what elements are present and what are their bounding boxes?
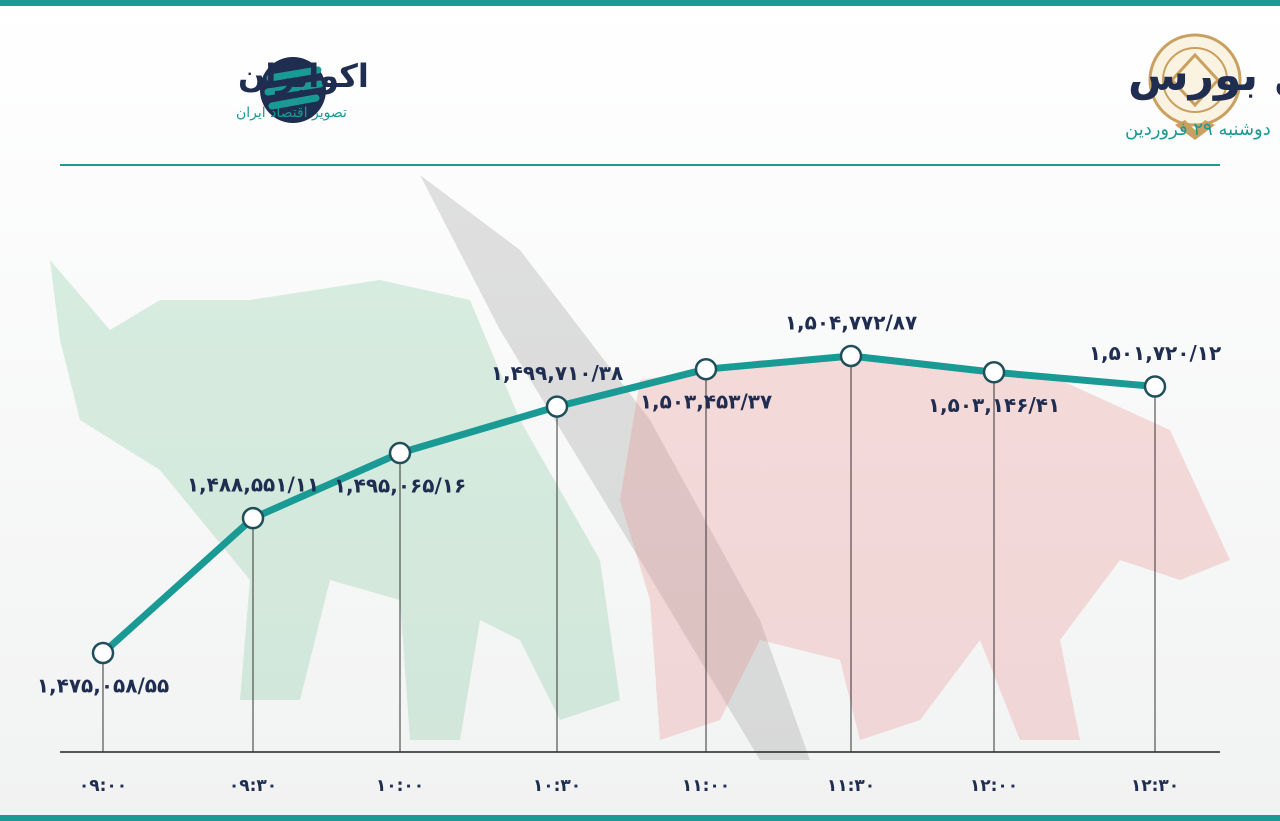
value-label: ۱,۵۰۴,۷۷۲/۸۷: [785, 311, 917, 335]
data-point: [982, 361, 1006, 384]
value-label: ۱,۴۹۵,۰۶۵/۱۶: [334, 474, 466, 498]
value-label: ۱,۵۰۱,۷۲۰/۱۲: [1089, 341, 1221, 365]
arrow-shape: [420, 175, 810, 760]
brand-name: اکوایران: [238, 57, 369, 95]
data-point: [91, 641, 115, 665]
x-tick-label: ۱۱:۰۰: [682, 776, 730, 796]
data-point: [694, 357, 718, 381]
value-label: ۱,۴۸۸,۵۵۱/۱۱: [187, 473, 319, 497]
chart-title: روند شاخص کل بورس: [1128, 50, 1280, 101]
emblem: [1148, 33, 1242, 140]
bottom-border: [0, 815, 1280, 821]
x-tick-label: ۱۲:۳۰: [1131, 776, 1179, 796]
data-point: [388, 441, 412, 465]
x-tick-label: ۰۹:۳۰: [229, 776, 277, 796]
bear-shape: [620, 360, 1230, 740]
data-point: [1143, 375, 1167, 398]
value-label: ۱,۴۹۹,۷۱۰/۳۸: [491, 361, 623, 385]
data-point: [545, 395, 569, 418]
x-tick-label: ۱۰:۰۰: [376, 776, 424, 796]
brand-logo: [260, 57, 326, 123]
brand-tagline: تصویر اقتصاد ایران: [236, 105, 347, 121]
data-point: [839, 344, 863, 368]
data-point: [241, 506, 265, 530]
x-tick-label: ۱۱:۳۰: [827, 776, 875, 796]
chart-subtitle: دوشنبه ۲۹ فروردین: [1125, 119, 1271, 140]
top-border: [0, 0, 1280, 6]
bull-shape: [50, 260, 620, 740]
x-tick-label: ۰۹:۰۰: [79, 776, 127, 796]
series-line: [100, 352, 1156, 656]
value-label: ۱,۵۰۳,۴۵۳/۳۷: [640, 390, 772, 414]
value-label: ۱,۴۷۵,۰۵۸/۵۵: [37, 674, 169, 698]
value-label: ۱,۵۰۳,۱۴۶/۴۱: [928, 393, 1060, 417]
x-tick-label: ۱۰:۳۰: [533, 776, 581, 796]
x-tick-label: ۱۲:۰۰: [970, 776, 1018, 796]
